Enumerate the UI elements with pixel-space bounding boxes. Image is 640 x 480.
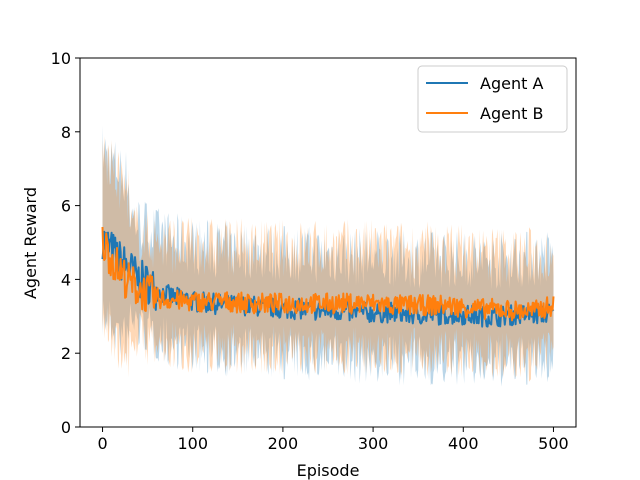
band-agent-b <box>102 136 554 382</box>
confidence-bands <box>102 125 554 387</box>
legend: Agent A Agent B <box>417 65 568 133</box>
y-tick-label: 0 <box>61 418 71 437</box>
x-tick-label: 400 <box>448 434 479 453</box>
y-axis: 0 2 4 6 8 10 <box>51 49 80 437</box>
x-tick-label: 200 <box>268 434 299 453</box>
legend-label: Agent B <box>480 104 543 123</box>
x-tick-label: 100 <box>177 434 208 453</box>
y-axis-title: Agent Reward <box>21 187 40 299</box>
line-agent-b <box>101 226 555 322</box>
x-tick-label: 0 <box>97 434 107 453</box>
x-axis-title: Episode <box>297 461 360 480</box>
x-tick-label: 300 <box>358 434 389 453</box>
y-tick-label: 10 <box>51 49 71 68</box>
y-tick-label: 6 <box>61 197 71 216</box>
plot-frame <box>79 57 577 428</box>
legend-label: Agent A <box>480 74 543 93</box>
x-axis: 0 100 200 300 400 500 <box>97 427 569 453</box>
y-tick-label: 4 <box>61 270 71 289</box>
series-lines <box>101 226 555 328</box>
x-tick-label: 500 <box>538 434 569 453</box>
y-tick-label: 2 <box>61 344 71 363</box>
y-tick-label: 8 <box>61 123 71 142</box>
